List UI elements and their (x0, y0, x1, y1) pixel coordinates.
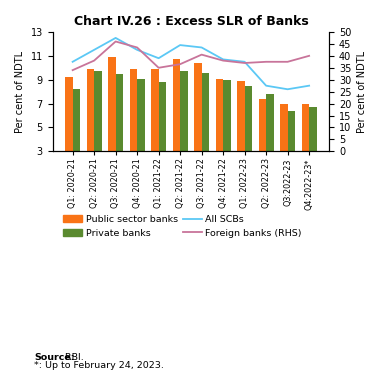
Bar (237, 81, 244, 151)
Foreign banks (RHS) (199, 52, 204, 57)
Bar (180, 71, 188, 151)
Bar (194, 63, 202, 151)
Bar (94, 71, 102, 151)
Title: Chart IV.26 : Excess SLR of Banks: Chart IV.26 : Excess SLR of Banks (73, 15, 308, 28)
Bar (202, 72, 209, 151)
Line: All SCBs: All SCBs (73, 38, 309, 89)
Legend: Public sector banks, Private banks, All SCBs, Foreign banks (RHS): Public sector banks, Private banks, All … (60, 212, 305, 241)
Foreign banks (RHS) (156, 65, 161, 70)
Foreign banks (RHS) (307, 54, 311, 58)
Foreign banks (RHS) (135, 45, 139, 50)
Text: Source:: Source: (34, 353, 75, 362)
Foreign banks (RHS) (70, 68, 75, 72)
All SCBs (307, 84, 311, 88)
Bar (244, 86, 252, 151)
Y-axis label: Per cent of NDTL: Per cent of NDTL (357, 50, 367, 133)
Bar (116, 74, 123, 151)
All SCBs (264, 84, 269, 88)
Bar (129, 69, 137, 151)
Foreign banks (RHS) (264, 60, 269, 64)
Bar (65, 77, 73, 151)
Bar (215, 79, 223, 151)
All SCBs (92, 47, 96, 52)
All SCBs (113, 35, 118, 40)
Bar (302, 104, 309, 151)
Bar (73, 89, 80, 151)
Foreign banks (RHS) (92, 58, 96, 63)
Bar (280, 104, 288, 151)
Foreign banks (RHS) (221, 58, 225, 63)
Bar (151, 69, 159, 151)
All SCBs (135, 47, 139, 52)
Bar (87, 69, 94, 151)
Bar (259, 99, 266, 151)
Bar (173, 59, 180, 151)
Foreign banks (RHS) (242, 61, 247, 65)
Bar (159, 82, 166, 151)
Text: *: Up to February 24, 2023.: *: Up to February 24, 2023. (34, 361, 164, 370)
All SCBs (242, 60, 247, 64)
All SCBs (178, 43, 183, 47)
All SCBs (70, 60, 75, 64)
Line: Foreign banks (RHS): Foreign banks (RHS) (73, 42, 309, 70)
All SCBs (221, 57, 225, 62)
Bar (309, 107, 317, 151)
Foreign banks (RHS) (178, 62, 183, 67)
Y-axis label: Per cent of NDTL: Per cent of NDTL (15, 50, 25, 133)
Bar (137, 79, 145, 151)
Text: RBI.: RBI. (62, 353, 84, 362)
All SCBs (285, 87, 290, 92)
Bar (288, 111, 295, 151)
All SCBs (199, 45, 204, 50)
Foreign banks (RHS) (285, 60, 290, 64)
Foreign banks (RHS) (113, 39, 118, 44)
Bar (108, 57, 116, 151)
Bar (266, 94, 274, 151)
All SCBs (156, 56, 161, 60)
Bar (223, 80, 231, 151)
